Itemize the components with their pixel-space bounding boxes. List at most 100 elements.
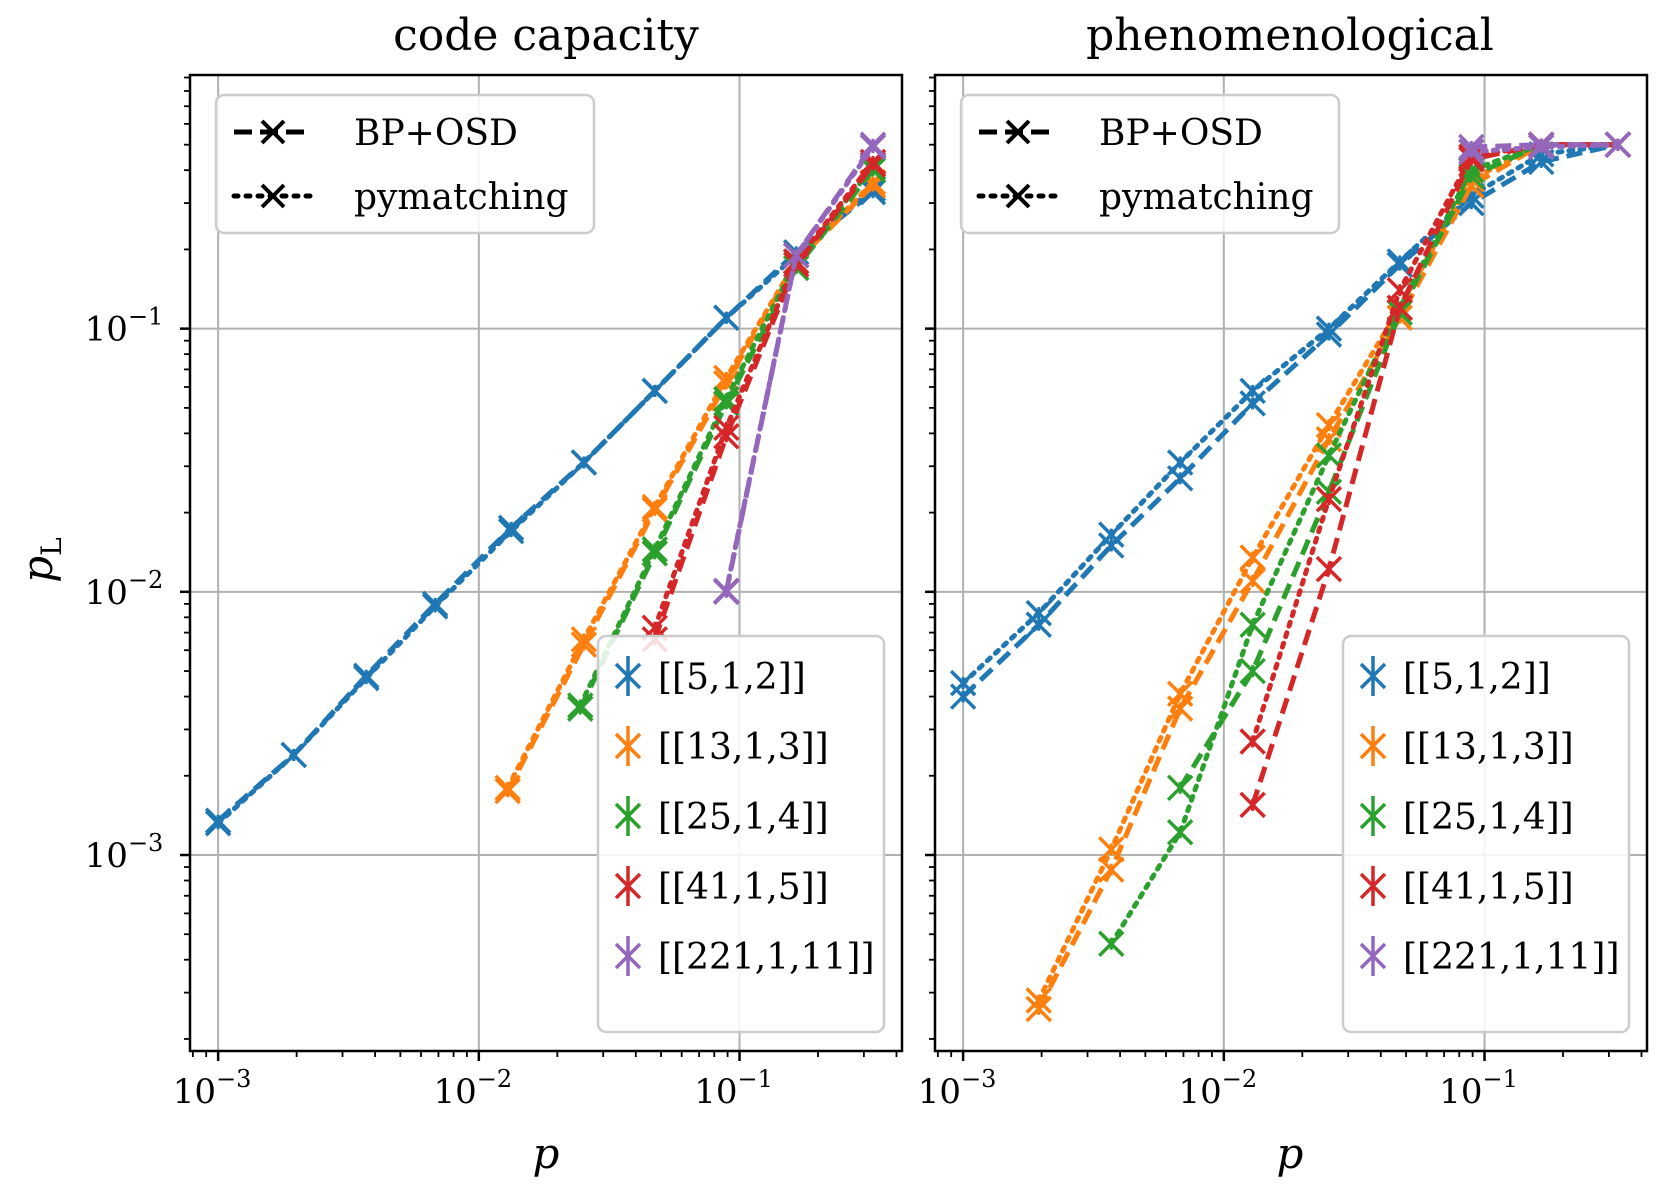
bposd-line xyxy=(961,142,1619,699)
bposd-marker xyxy=(1166,774,1194,802)
y-tick-labels: 10−310−210−1 xyxy=(85,303,164,876)
axes-frame xyxy=(933,73,1649,1053)
style-legend-marker xyxy=(1005,119,1031,145)
axes-frame xyxy=(188,73,904,1053)
style-legend: BP+OSD pymatching xyxy=(214,93,596,235)
pymatching-line xyxy=(652,159,876,631)
pymatching-marker xyxy=(567,692,594,719)
series-221-1-11 xyxy=(713,131,887,606)
x-tick-label-base: 10 xyxy=(433,1072,476,1112)
x-tick-label-exponent: −2 xyxy=(1222,1065,1257,1093)
pymatching-marker xyxy=(1098,836,1125,863)
x-tick-label: 10−2 xyxy=(1178,1065,1257,1112)
pymatching-line xyxy=(723,144,876,594)
pymatching-marker xyxy=(1166,680,1194,707)
style-legend-label: BP+OSD xyxy=(1099,113,1263,154)
pymatching-marker xyxy=(1315,411,1343,439)
bposd-marker xyxy=(1025,611,1052,638)
style-legend-label: pymatching xyxy=(354,177,569,218)
series-5-1-2 xyxy=(204,175,887,837)
code-legend-label: [[25,1,4]] xyxy=(1403,797,1574,838)
ticks xyxy=(925,76,1643,1061)
series-221-1-11 xyxy=(1458,131,1632,166)
ticks xyxy=(180,76,898,1061)
pymatching-marker xyxy=(949,669,977,697)
pymatching-line xyxy=(960,142,1621,686)
x-tick-label-base: 10 xyxy=(173,1072,216,1112)
y-tick-label: 10−1 xyxy=(85,303,164,350)
pymatching-marker xyxy=(1166,449,1194,476)
y-tick-label-base: 10 xyxy=(85,310,128,350)
pymatching-marker xyxy=(1315,442,1343,469)
x-tick-label: 10−1 xyxy=(694,1065,773,1112)
style-legend-marker xyxy=(260,119,286,145)
pymatching-marker xyxy=(1386,276,1413,304)
pymatching-marker xyxy=(280,741,307,769)
x-tick-label-exponent: −3 xyxy=(216,1065,251,1093)
pymatching-marker xyxy=(353,664,380,692)
pymatching-marker xyxy=(1025,987,1052,1014)
y-tick-label-exponent: −2 xyxy=(128,566,163,594)
y-tick-label-base: 10 xyxy=(85,573,128,613)
panel-code-capacity: code capacity 10−3 10−2 10−1 10−310−210−1 … xyxy=(13,10,904,1178)
code-legend-label: [[41,1,5]] xyxy=(1403,867,1574,908)
pymatching-marker xyxy=(1386,248,1413,275)
x-tick-label-base: 10 xyxy=(1439,1072,1482,1112)
x-tick-label: 10−2 xyxy=(433,1065,512,1112)
x-tick-label: 10−3 xyxy=(918,1065,997,1112)
style-legend-label: BP+OSD xyxy=(354,113,518,154)
x-tick-labels: 10−3 10−2 10−1 xyxy=(918,1065,1518,1112)
pymatching-marker xyxy=(1315,315,1343,342)
pymatching-marker xyxy=(713,414,740,442)
x-tick-label-base: 10 xyxy=(918,1072,961,1112)
x-tick-label: 10−3 xyxy=(173,1065,252,1112)
code-legend-label: [[41,1,5]] xyxy=(658,867,829,908)
panel-phenomenological: phenomenological 10−3 10−2 10−1 p BP+OSDpy… xyxy=(918,10,1649,1178)
x-tick-label: 10−1 xyxy=(1439,1065,1518,1112)
pymatching-marker xyxy=(1239,728,1266,755)
bposd-marker xyxy=(1239,657,1266,685)
x-tick-label-exponent: −1 xyxy=(737,1065,772,1093)
bposd-marker xyxy=(1239,390,1266,417)
x-axis-label: p xyxy=(533,1129,560,1178)
code-legend-label: [[221,1,11]] xyxy=(658,937,875,978)
x-axis-label: p xyxy=(1277,1129,1304,1178)
pymatching-line xyxy=(215,186,876,826)
panel-title: code capacity xyxy=(393,10,699,61)
pymatching-marker xyxy=(641,377,668,405)
y-tick-label: 10−2 xyxy=(85,566,164,613)
code-legend-box xyxy=(596,634,886,1034)
code-legend-label: [[5,1,2]] xyxy=(658,657,806,698)
pymatching-marker xyxy=(1098,930,1125,957)
bposd-marker xyxy=(1315,555,1343,583)
y-axis-label-base: p xyxy=(13,556,62,583)
bposd-marker xyxy=(1239,791,1266,819)
series-layer xyxy=(949,131,1632,1023)
code-legend: [[5,1,2]] [[13,1,3]] [[25,1,4]] [[41,1,5]] [… xyxy=(596,634,886,1034)
pymatching-marker xyxy=(1604,131,1632,158)
x-tick-label-exponent: −1 xyxy=(1482,1065,1517,1093)
pymatching-marker xyxy=(1098,521,1125,548)
code-legend-label: [[25,1,4]] xyxy=(658,797,829,838)
pymatching-marker xyxy=(1315,485,1343,513)
style-legend-label: pymatching xyxy=(1099,177,1314,218)
y-axis-label: pL xyxy=(13,537,68,582)
code-legend: [[5,1,2]] [[13,1,3]] [[25,1,4]] [[41,1,5]] [… xyxy=(1341,634,1631,1034)
pymatching-marker xyxy=(859,133,887,161)
pymatching-marker xyxy=(1239,377,1266,405)
pymatching-marker xyxy=(497,517,525,545)
pymatching-marker xyxy=(1025,599,1052,627)
pymatching-marker xyxy=(570,626,598,653)
style-legend-box xyxy=(214,93,596,235)
y-tick-label-exponent: −1 xyxy=(128,303,163,331)
svg-text:pL: pL xyxy=(13,537,68,582)
style-legend-marker xyxy=(260,183,286,209)
y-axis-label-subscript: L xyxy=(35,537,68,556)
code-legend-label: [[5,1,2]] xyxy=(1403,657,1551,698)
style-legend-marker xyxy=(1005,183,1031,209)
pymatching-marker xyxy=(570,449,598,476)
pymatching-marker xyxy=(1458,138,1485,166)
pymatching-marker xyxy=(1239,611,1266,638)
pymatching-marker xyxy=(1527,133,1555,161)
